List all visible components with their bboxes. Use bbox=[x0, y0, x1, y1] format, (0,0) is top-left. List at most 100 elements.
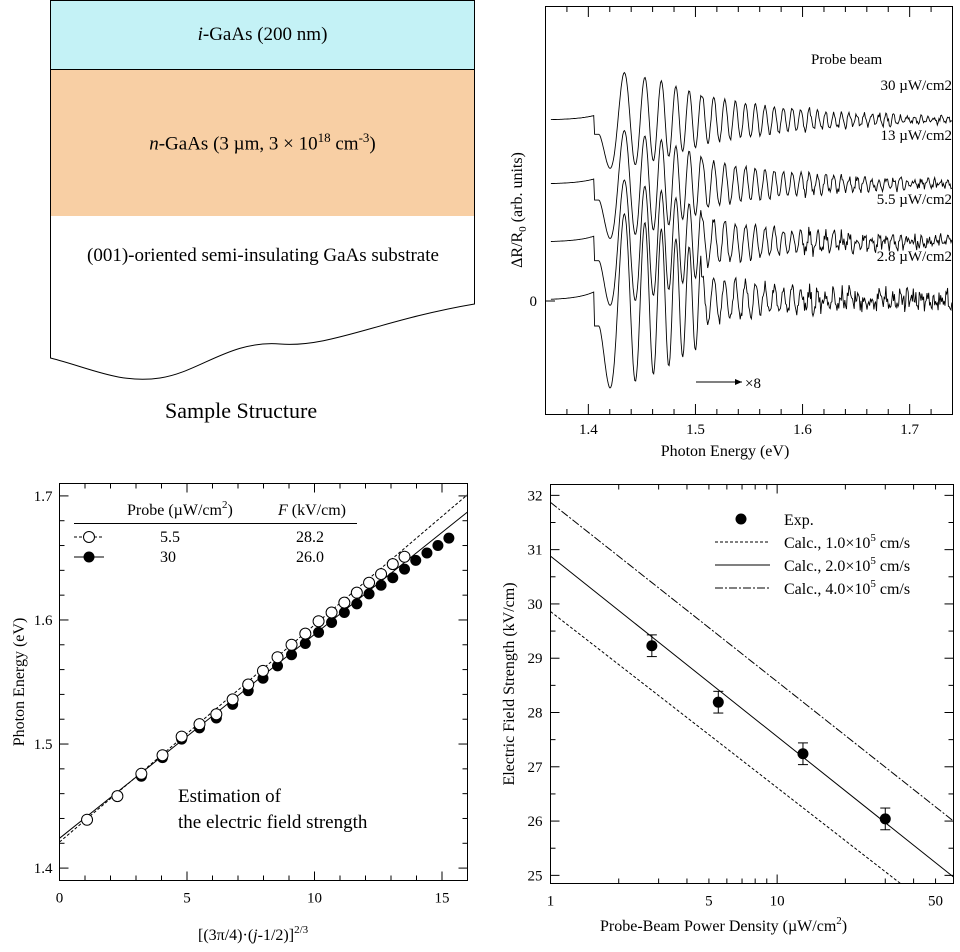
data-point-filled bbox=[286, 649, 298, 661]
data-point-open bbox=[242, 678, 255, 691]
y-tick-label-2: 1.5 bbox=[34, 737, 53, 753]
data-point-filled bbox=[272, 660, 284, 672]
series-label: 30 µW/cm2 bbox=[880, 78, 952, 94]
legend-title: Probe beam bbox=[811, 52, 883, 68]
x-tick-label-3: 1 bbox=[547, 894, 555, 910]
legend-marker-filled bbox=[83, 551, 95, 563]
x-tick-label: 1.4 bbox=[579, 422, 598, 438]
exp-point bbox=[712, 696, 724, 708]
y-tick-label-3: 30 bbox=[528, 597, 543, 613]
x-tick-label-3: 10 bbox=[770, 894, 785, 910]
data-point-filled bbox=[313, 626, 325, 638]
legend-field-1: 26.0 bbox=[296, 549, 324, 566]
series-label: 13 µW/cm2 bbox=[880, 128, 952, 144]
x-axis-label-2: [(3π/4)·(j-1/2)]2/3 bbox=[198, 924, 309, 944]
reflectance-chart: 1.4 1.5 1.6 1.7 Photon Energy (eV) ΔR/R0 (a… bbox=[480, 0, 960, 470]
data-point-filled bbox=[299, 638, 311, 650]
data-point-filled bbox=[399, 563, 411, 575]
magnify-arrow-head bbox=[735, 379, 742, 385]
calc-line-dashed bbox=[550, 611, 901, 884]
y-axis-label-2: Photon Energy (eV) bbox=[11, 618, 28, 747]
i-gaas-layer: i-GaAs (200 nm) bbox=[50, 0, 475, 70]
plot-frame bbox=[545, 6, 953, 415]
exp-point bbox=[879, 813, 891, 825]
data-point-open bbox=[135, 767, 148, 780]
substrate-label: (001)-oriented semi-insulating GaAs subs… bbox=[87, 245, 439, 266]
x-tick-label-2: 5 bbox=[183, 891, 191, 907]
series-label: 5.5 µW/cm2 bbox=[877, 192, 952, 208]
data-point-filled bbox=[326, 616, 338, 628]
plot-frame-3 bbox=[550, 484, 954, 884]
y-axis-label: ΔR/R0 (arb. units) bbox=[509, 152, 529, 268]
data-point-filled bbox=[351, 598, 363, 610]
field-power-chart: 1 5 10 50 25 26 27 28 29 30 31 32 Electric Field St… bbox=[480, 470, 960, 947]
legend-exp-marker bbox=[735, 513, 747, 525]
legend-field-0: 28.2 bbox=[296, 529, 324, 546]
data-point-open bbox=[210, 708, 223, 721]
y-tick-label-3: 31 bbox=[528, 543, 543, 559]
data-point-filled bbox=[421, 547, 433, 559]
x-tick-label-2: 15 bbox=[435, 891, 450, 907]
y-tick-label-3: 28 bbox=[528, 706, 543, 722]
exp-point bbox=[797, 748, 809, 760]
legend-probe-0: 5.5 bbox=[160, 529, 180, 546]
spectrum-curve bbox=[550, 71, 953, 169]
annotation-line-2: the electric field strength bbox=[178, 812, 368, 833]
x-tick-label-2: 10 bbox=[307, 891, 322, 907]
data-point-filled bbox=[338, 607, 350, 619]
calc-line-dashdot bbox=[550, 502, 954, 822]
data-point-filled bbox=[387, 572, 399, 584]
data-point-filled bbox=[375, 579, 387, 591]
data-point-open bbox=[256, 664, 269, 677]
legend-marker-open bbox=[83, 531, 95, 543]
x-tick-label-3: 5 bbox=[705, 894, 713, 910]
spectrum-curve bbox=[550, 212, 953, 389]
y-tick-label-3: 26 bbox=[528, 814, 544, 830]
annotation-line-1: Estimation of bbox=[178, 786, 282, 807]
legend-3: Exp. Calc., 1.0×105 cm/s Calc., 2.0×105 … bbox=[715, 512, 910, 598]
y-axis-label-3: Electric Field Strength (kV/cm) bbox=[501, 582, 518, 785]
legend-header-probe: Probe (µW/cm2) bbox=[127, 499, 233, 519]
calc-line-solid bbox=[550, 555, 954, 878]
data-point-open bbox=[271, 651, 284, 664]
spectrum-curve bbox=[550, 179, 953, 306]
series-label: 2.8 µW/cm2 bbox=[877, 249, 952, 265]
magnify-annotation: ×8 bbox=[745, 376, 761, 392]
sample-caption: Sample Structure bbox=[165, 398, 318, 423]
data-point-filled bbox=[443, 532, 455, 544]
data-point-open bbox=[81, 813, 94, 826]
data-point-open bbox=[285, 638, 298, 651]
i-gaas-label: i-GaAs (200 nm) bbox=[197, 24, 328, 45]
data-point-open bbox=[299, 627, 312, 640]
legend-calc-1: Calc., 1.0×105 cm/s bbox=[784, 532, 910, 552]
data-point-open bbox=[312, 615, 325, 628]
legend-calc-2: Calc., 2.0×105 cm/s bbox=[784, 555, 910, 575]
data-point-filled bbox=[410, 554, 422, 566]
data-point-open bbox=[156, 749, 169, 762]
y-tick-label-3: 27 bbox=[528, 760, 544, 776]
x-axis-label-3: Probe-Beam Power Density (µW/cm2) bbox=[600, 915, 847, 935]
data-point-open bbox=[338, 596, 351, 609]
data-point-open bbox=[226, 693, 239, 706]
legend-2: Probe (µW/cm2) F (kV/cm) 5.5 28.2 30 26.… bbox=[74, 499, 357, 566]
data-point-filled bbox=[363, 588, 375, 600]
data-point-open bbox=[175, 730, 188, 743]
y-tick-label-2: 1.6 bbox=[34, 613, 53, 629]
data-point-filled bbox=[432, 540, 444, 552]
legend-calc-3: Calc., 4.0×105 cm/s bbox=[784, 578, 910, 598]
sample-structure-panel: i-GaAs (200 nm) n-GaAs (3 µm, 3 × 1018 c… bbox=[0, 0, 480, 470]
legend-header-field: F (kV/cm) bbox=[277, 502, 346, 519]
x-tick-label: 1.5 bbox=[686, 422, 705, 438]
x-tick-label-3: 50 bbox=[928, 894, 943, 910]
y-tick-label-3: 25 bbox=[528, 868, 543, 884]
y-tick-label-3: 32 bbox=[528, 488, 543, 504]
data-point-open bbox=[193, 718, 206, 731]
x-tick-label-2: 0 bbox=[56, 891, 64, 907]
y-tick-label-2: 1.7 bbox=[34, 489, 53, 505]
x-tick-label: 1.6 bbox=[793, 422, 812, 438]
y-tick-label-2: 1.4 bbox=[34, 861, 53, 877]
x-tick-label: 1.7 bbox=[900, 422, 919, 438]
x-axis-label: Photon Energy (eV) bbox=[661, 443, 790, 460]
data-point-open bbox=[325, 606, 338, 619]
data-point-open bbox=[111, 790, 124, 803]
